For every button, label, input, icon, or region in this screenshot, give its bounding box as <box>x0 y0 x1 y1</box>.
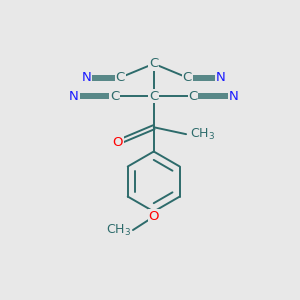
Text: CH$_3$: CH$_3$ <box>190 127 215 142</box>
Text: N: N <box>216 71 226 84</box>
Text: C: C <box>116 71 125 84</box>
Text: C: C <box>110 90 119 103</box>
Text: C: C <box>183 71 192 84</box>
Text: CH$_3$: CH$_3$ <box>106 223 130 238</box>
Text: O: O <box>113 136 123 149</box>
Text: N: N <box>82 71 92 84</box>
Text: O: O <box>148 210 159 223</box>
Text: N: N <box>229 90 238 103</box>
Text: C: C <box>149 90 158 103</box>
Text: N: N <box>69 90 79 103</box>
Text: C: C <box>149 57 158 70</box>
Text: C: C <box>188 90 198 103</box>
